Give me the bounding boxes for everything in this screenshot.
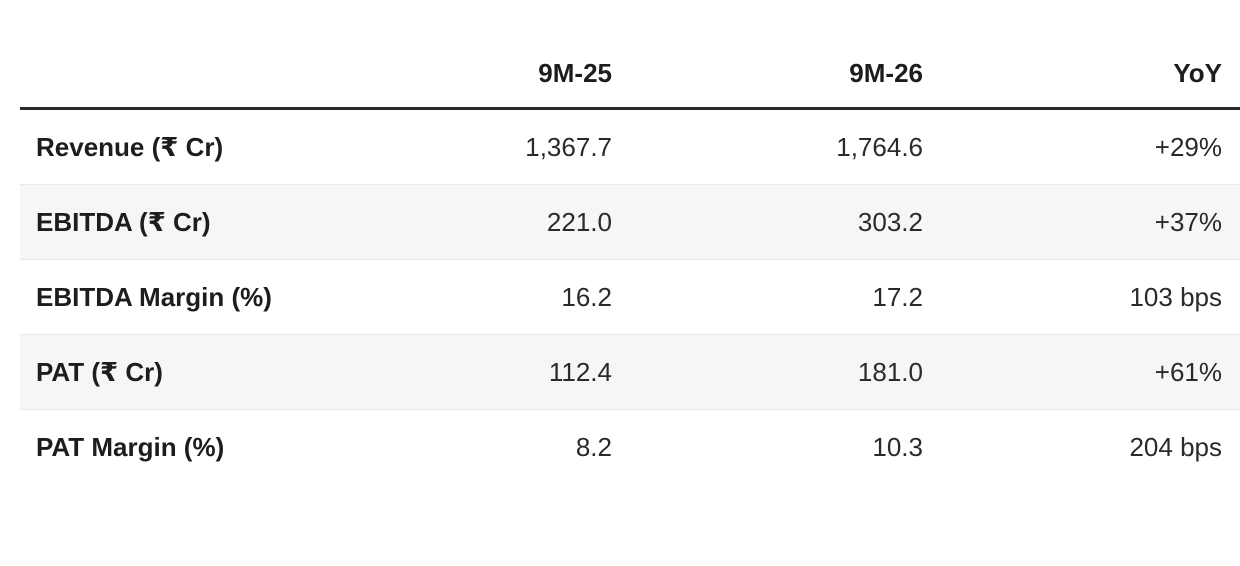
row-label-pat-margin: PAT Margin (%) [36, 431, 225, 462]
column-header-yoy: YoY [941, 40, 1240, 110]
pat-margin-9m-25-value: 8.2 [575, 431, 612, 462]
ebitda-margin-yoy-value: 103 bps [1129, 281, 1222, 312]
column-header-9m-25: 9M-25 [400, 40, 630, 110]
financial-summary-table: 9M-25 9M-26 YoY Revenue (₹ Cr) 1,367.7 1… [20, 40, 1240, 484]
ebitda-9m-25-value: 221.0 [400, 184, 630, 260]
ebitda-yoy-value: +37% [941, 184, 1240, 260]
revenue-9m-26-value: 1,764.6 [836, 131, 923, 162]
header-row: 9M-25 9M-26 YoY [20, 40, 1240, 110]
table-row-ebitda: EBITDA (₹ Cr) 221.0 303.2 +37% [20, 184, 1240, 260]
table-row-ebitda-margin: EBITDA Margin (%) 16.2 17.2 103 bps [20, 260, 1240, 335]
ebitda-9m-26-value: 303.2 [630, 184, 941, 260]
column-header-9m-26: 9M-26 [630, 40, 941, 110]
table-row-pat-margin: PAT Margin (%) 8.2 10.3 204 bps [20, 410, 1240, 485]
pat-margin-9m-26-value: 10.3 [872, 431, 923, 462]
row-label-ebitda: EBITDA (₹ Cr) [20, 184, 400, 260]
revenue-9m-25-value: 1,367.7 [525, 131, 612, 162]
row-label-pat: PAT (₹ Cr) [20, 334, 400, 410]
pat-margin-yoy-value: 204 bps [1129, 431, 1222, 462]
pat-9m-25-value: 112.4 [400, 334, 630, 410]
revenue-yoy-value: +29% [1154, 131, 1222, 162]
table-row-revenue: Revenue (₹ Cr) 1,367.7 1,764.6 +29% [20, 109, 1240, 185]
row-label-ebitda-margin: EBITDA Margin (%) [36, 281, 272, 312]
pat-yoy-value: +61% [941, 334, 1240, 410]
column-header-blank [20, 40, 400, 110]
ebitda-margin-9m-25-value: 16.2 [561, 281, 612, 312]
ebitda-margin-9m-26-value: 17.2 [872, 281, 923, 312]
pat-9m-26-value: 181.0 [630, 334, 941, 410]
table-row-pat: PAT (₹ Cr) 112.4 181.0 +61% [20, 334, 1240, 410]
row-label-revenue: Revenue (₹ Cr) [36, 131, 224, 162]
